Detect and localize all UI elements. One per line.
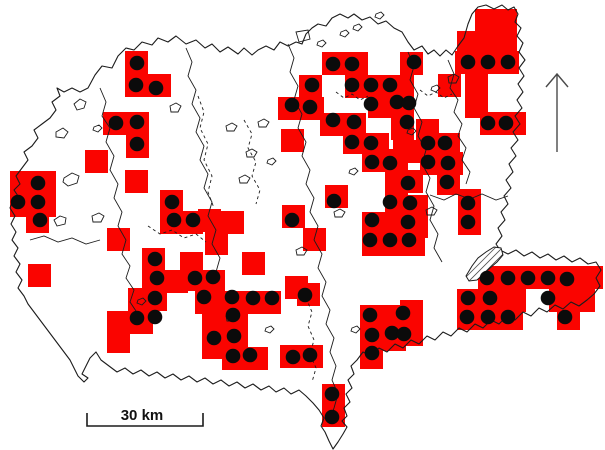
- north-arrow-line: [545, 72, 569, 152]
- occupied-grid-cells: [10, 9, 603, 427]
- scale-bar-label: 30 km: [121, 407, 164, 424]
- small-map-features: [53, 11, 460, 334]
- hatched-urban-area: [465, 246, 504, 282]
- scale-bar-line: [86, 413, 204, 427]
- locality-dots: [10, 54, 575, 425]
- scale-bar: 30 km: [86, 407, 204, 427]
- north-arrow-icon: [545, 72, 569, 152]
